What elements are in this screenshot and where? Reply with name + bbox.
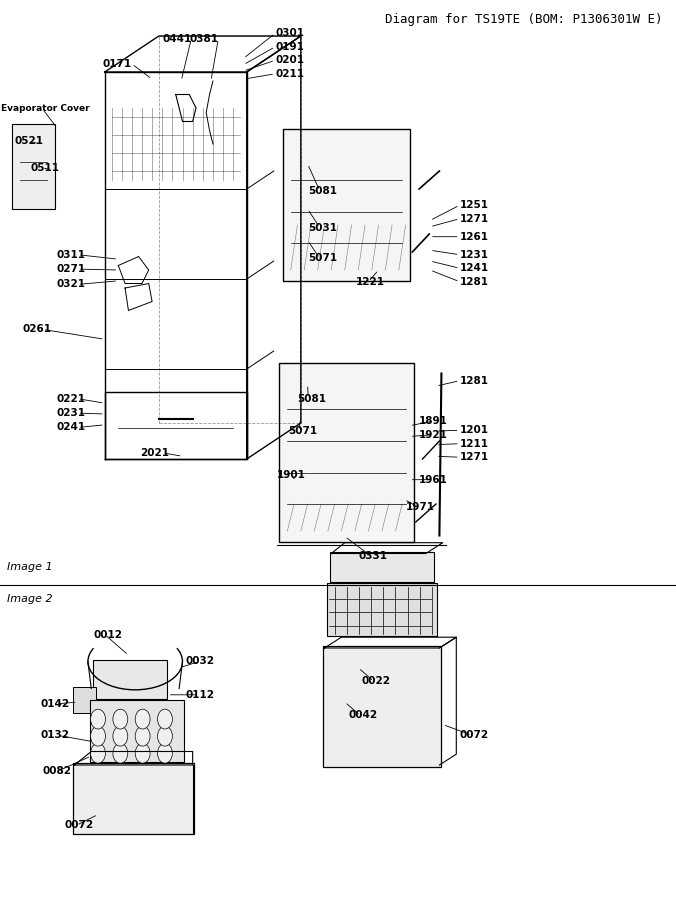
FancyBboxPatch shape: [279, 363, 414, 542]
Text: 1281: 1281: [460, 276, 489, 287]
FancyBboxPatch shape: [12, 124, 55, 209]
Text: 5071: 5071: [288, 426, 317, 436]
Text: 0022: 0022: [362, 676, 391, 687]
Text: 1271: 1271: [460, 213, 489, 224]
Text: 1211: 1211: [460, 438, 489, 449]
Circle shape: [91, 709, 105, 729]
Text: 0211: 0211: [275, 68, 304, 79]
Text: 0072: 0072: [64, 820, 93, 831]
Text: 0171: 0171: [103, 58, 132, 69]
Circle shape: [135, 743, 150, 763]
Text: 1221: 1221: [356, 276, 385, 287]
Text: 0032: 0032: [186, 656, 215, 667]
Text: Diagram for TS19TE (BOM: P1306301W E): Diagram for TS19TE (BOM: P1306301W E): [385, 14, 662, 26]
Text: 1241: 1241: [460, 263, 489, 274]
FancyBboxPatch shape: [73, 763, 194, 834]
Text: 5071: 5071: [308, 253, 337, 264]
Text: 1901: 1901: [277, 470, 306, 481]
Text: 2021: 2021: [141, 447, 170, 458]
Text: Evaporator Cover: Evaporator Cover: [1, 104, 90, 113]
Text: 5031: 5031: [308, 222, 337, 233]
FancyBboxPatch shape: [73, 687, 96, 713]
Text: Image 2: Image 2: [7, 594, 52, 604]
Text: 0231: 0231: [56, 408, 85, 418]
Text: 1281: 1281: [460, 375, 489, 386]
FancyBboxPatch shape: [327, 583, 437, 636]
FancyBboxPatch shape: [323, 646, 441, 767]
Text: 1271: 1271: [460, 452, 489, 463]
Circle shape: [135, 726, 150, 746]
Text: 1891: 1891: [419, 416, 448, 427]
Circle shape: [135, 709, 150, 729]
Circle shape: [158, 709, 172, 729]
Circle shape: [91, 726, 105, 746]
Text: Image 1: Image 1: [7, 562, 52, 572]
Text: 1261: 1261: [460, 231, 489, 242]
Text: 0112: 0112: [186, 689, 215, 700]
Text: 0521: 0521: [15, 136, 44, 147]
Text: 0381: 0381: [189, 33, 218, 44]
Text: 0321: 0321: [56, 279, 85, 290]
Text: 0191: 0191: [275, 41, 304, 52]
FancyBboxPatch shape: [93, 660, 167, 699]
Text: 0012: 0012: [93, 629, 122, 640]
Text: 0301: 0301: [275, 28, 304, 39]
Text: 5081: 5081: [297, 393, 327, 404]
Text: 0261: 0261: [22, 324, 51, 335]
Text: 1251: 1251: [460, 200, 489, 211]
Text: 0042: 0042: [348, 710, 377, 721]
Circle shape: [113, 743, 128, 763]
Text: 0241: 0241: [56, 422, 85, 433]
Circle shape: [158, 743, 172, 763]
Text: 1231: 1231: [460, 249, 489, 260]
Text: 0271: 0271: [56, 264, 85, 274]
Text: 0441: 0441: [162, 33, 191, 44]
Circle shape: [158, 726, 172, 746]
FancyBboxPatch shape: [283, 129, 410, 281]
Text: 0221: 0221: [56, 393, 85, 404]
Text: 1971: 1971: [406, 501, 435, 512]
Text: 0511: 0511: [30, 163, 59, 174]
Circle shape: [91, 743, 105, 763]
Circle shape: [113, 726, 128, 746]
Text: 0082: 0082: [43, 766, 72, 777]
Text: 0072: 0072: [460, 730, 489, 741]
Text: 1921: 1921: [419, 429, 448, 440]
FancyBboxPatch shape: [330, 552, 434, 582]
Text: 0132: 0132: [41, 730, 70, 741]
FancyBboxPatch shape: [90, 700, 184, 762]
Text: 0142: 0142: [41, 698, 70, 709]
Text: 1961: 1961: [419, 474, 448, 485]
Text: 0331: 0331: [359, 551, 388, 562]
Text: 0311: 0311: [56, 249, 85, 260]
Circle shape: [113, 709, 128, 729]
Text: 1201: 1201: [460, 425, 489, 436]
Text: 5081: 5081: [308, 185, 337, 196]
Text: 0201: 0201: [275, 55, 304, 66]
